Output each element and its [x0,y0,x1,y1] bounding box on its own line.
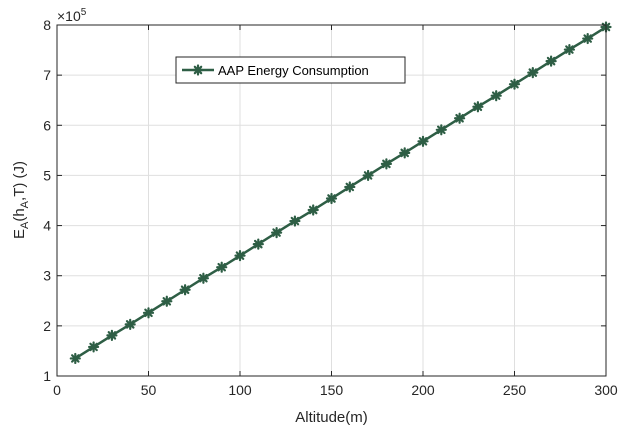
data-point [307,204,319,216]
data-point [454,112,466,124]
y-title-base: E [11,229,28,239]
x-tick-label: 200 [411,382,435,398]
data-point [252,238,264,250]
data-point [87,341,100,353]
data-point [563,43,576,56]
y-tick-label: 4 [43,218,51,234]
legend-box [175,56,406,84]
y-multiplier-exp: 5 [81,7,87,18]
data-point [344,181,356,193]
x-tick-label: 300 [594,382,618,398]
y-multiplier-base: ×10 [57,8,81,24]
data-point [179,284,191,296]
data-point [124,318,136,330]
data-point [490,90,502,102]
data-point [197,272,209,284]
x-tick-label: 50 [141,382,157,398]
data-point [69,352,81,365]
data-point [435,124,447,136]
y-title-sub1: A [19,221,31,229]
data-point [472,101,484,113]
y-tick-label: 2 [43,318,51,334]
y-title-sub2: A [19,200,31,208]
x-tick-label: 100 [228,382,252,398]
y-title-end: ,T) (J) [11,161,28,201]
x-tick-label: 0 [53,382,61,398]
series-layer [69,21,612,365]
y-axis-title: EA(hA,T) (J) [11,161,31,239]
y-multiplier: ×105 [57,7,87,24]
y-tick-label: 8 [43,17,51,33]
data-point [417,135,429,147]
x-tick-label: 150 [320,382,344,398]
legend-asterisk-icon [192,64,204,76]
data-point [106,329,118,341]
legend: AAP Energy Consumption [175,56,406,84]
y-tick-label: 7 [43,67,51,83]
y-title-mid: (h [11,208,28,221]
data-point [216,261,228,273]
data-point [527,67,539,79]
ticks: 0 50 100 150 200 250 300 1 2 3 4 5 6 7 8 [43,17,618,398]
y-tick-label: 3 [43,268,51,284]
data-point [582,32,594,45]
legend-marker-icon [192,64,204,76]
y-tick-label: 6 [43,117,51,133]
data-point [161,295,173,307]
data-point [545,55,557,67]
data-point [325,192,338,205]
y-tick-label: 5 [43,167,51,183]
data-point [234,250,246,262]
data-point [142,307,155,319]
data-point [380,158,392,170]
data-point [508,78,521,90]
x-axis-title: Altitude(m) [295,409,368,426]
legend-label: AAP Energy Consumption [218,63,369,78]
y-tick-label: 1 [43,368,51,384]
data-point [289,215,301,227]
x-tick-label: 250 [503,382,527,398]
data-point [271,226,283,239]
data-point [399,147,411,159]
data-point [362,169,374,182]
